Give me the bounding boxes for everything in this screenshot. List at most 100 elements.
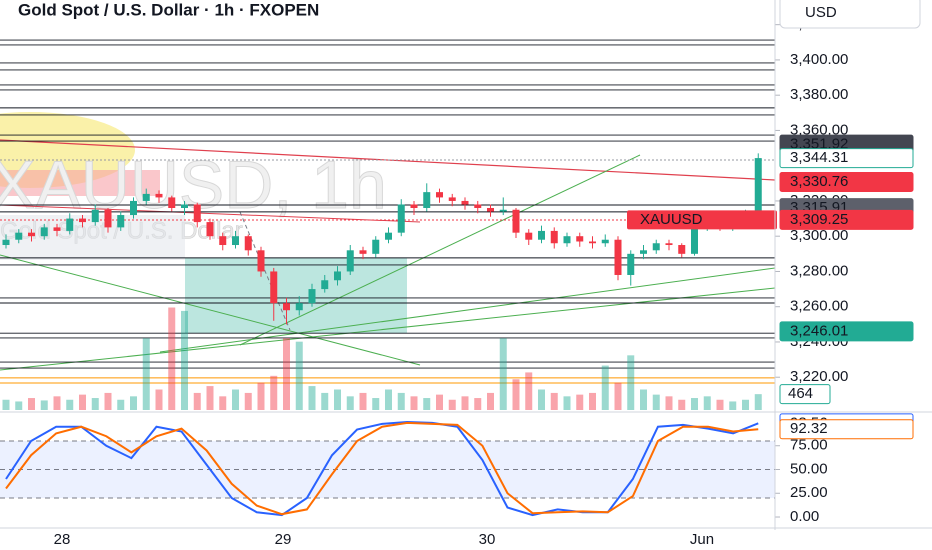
currency-box[interactable] [779,0,921,29]
chart-title: Gold Spot / U.S. Dollar · 1h · FXOPEN [18,0,319,19]
candle-body [79,218,86,223]
y-tick-label: 3,280.00 [790,262,848,279]
volume-bar [117,399,125,410]
candle-body [487,207,494,212]
volume-bar [66,399,74,410]
currency[interactable]: USD [805,4,837,21]
y-tick-label: 25.00 [790,484,828,501]
volume-bar [742,399,749,410]
volume-bar [79,394,86,410]
candle-body [538,230,545,240]
candle-body [155,193,163,198]
candle-body [142,193,150,201]
candle-body [665,243,673,246]
volume-bar [538,389,545,410]
candle-body [40,227,48,237]
candle-body [181,204,188,208]
candle-body [512,209,520,233]
volume-bar [525,372,533,410]
volume-bar [729,401,737,410]
volume-bar [691,398,698,410]
candle-body [2,239,10,246]
volume-bar [601,365,609,410]
y-tick-label: 75.00 [790,437,828,454]
x-tick-label: 28 [54,531,71,548]
volume-bar [614,382,622,410]
y-tick-label: 3,220.00 [790,368,848,385]
volume-bar [512,379,520,410]
candle-body [627,253,635,275]
volume-bar [168,307,176,410]
candle-body [270,271,278,304]
volume-bar [461,396,469,410]
volume-bar [219,396,227,410]
candle-body [461,200,469,205]
volume-bar [627,355,635,410]
price-label: 3,309.25 [790,211,848,228]
volume-bar [346,396,354,410]
candle-body [397,204,405,233]
volume-bar [550,392,558,410]
candle-body [283,303,290,311]
drawings: XAUUSD, 1h Gold Spot / U.S. Dollar [0,112,775,371]
candle-body [206,222,214,237]
candle-body [91,209,99,223]
candle-body [614,239,622,275]
trend-line [0,139,775,181]
candle-body [117,215,125,228]
candle-body [563,236,571,244]
trend-line [0,254,421,366]
volume-bar [130,396,137,410]
volume-bar [308,386,316,410]
candle-body [385,232,392,240]
volume-bar [283,338,290,410]
volume-bar [155,389,163,410]
candle-body [691,227,698,254]
volume-bar [652,394,660,410]
candle-body [576,236,584,242]
candle-body [474,204,482,208]
candle-body [550,230,558,244]
stoch-line [5,421,759,516]
volume-bar [665,396,673,410]
candle-body [346,250,354,272]
volume-bar [206,386,214,410]
highlight [0,112,135,188]
candle-body [423,192,431,208]
candle-body [257,250,265,272]
trend-line [239,211,291,331]
candle-body [219,236,227,246]
volume-bar [53,396,61,410]
candle-body [15,232,23,240]
volume-label-box [779,384,831,405]
position-zone [185,258,407,333]
volume-bar [754,394,762,410]
volume-bar [28,398,35,410]
volume-bar [2,399,10,410]
candle-body [640,250,647,254]
volume-bar [15,401,23,410]
price-label-box [779,171,914,192]
candle-body [678,245,686,254]
price-label-box [779,148,914,169]
candle-body [525,232,533,240]
x-tick-label: 29 [275,531,292,548]
volume-bar [232,389,239,410]
zone [0,215,185,260]
candle-body [104,209,112,228]
volume-bar [423,398,431,410]
y-tick-label: 3,360.00 [790,121,848,138]
trend-line [239,154,641,346]
volume-bar [142,338,150,410]
candle-body [589,241,596,244]
candle-body [334,271,341,281]
volume-bar [716,399,724,410]
volume-bar [359,392,367,410]
volume-bar [334,389,341,410]
y-tick-label: 3,400.00 [790,51,848,68]
volume-bar [181,310,188,410]
candle-body [372,239,380,254]
candle-body [168,197,176,208]
volume-bar [487,392,494,410]
